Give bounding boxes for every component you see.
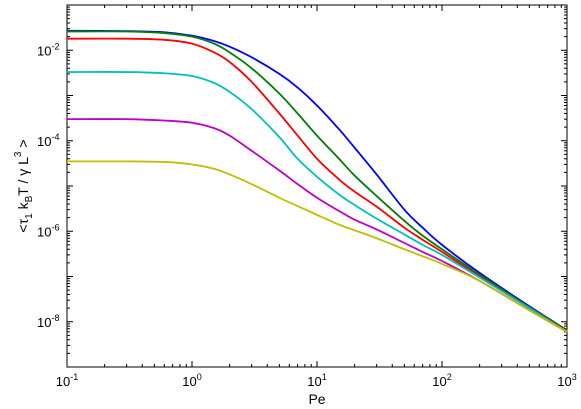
- series-line-6: [66, 160, 568, 333]
- tick-labels: 10-1 100 101 102 103 10-2 10-4 10-6 10-8: [37, 41, 577, 389]
- series-line-5: [66, 118, 568, 333]
- x-tick-label: 10-1: [56, 372, 78, 389]
- y-axis-label: <τ1 kBT / γ L3 >: [13, 139, 35, 232]
- y-tick-label: 10-2: [37, 41, 59, 58]
- series-line-4: [66, 71, 568, 333]
- ticks: [66, 5, 568, 368]
- series-line-3: [66, 37, 568, 332]
- x-tick-label: 100: [182, 372, 201, 389]
- y-tick-label: 10-8: [37, 313, 59, 330]
- series-line-2: [66, 30, 568, 331]
- x-axis-label: Pe: [308, 391, 325, 407]
- x-tick-label: 102: [432, 372, 451, 389]
- plot-frame: [66, 4, 568, 368]
- x-tick-label: 101: [307, 372, 326, 389]
- y-tick-label: 10-4: [37, 132, 59, 149]
- y-tick-label: 10-6: [37, 222, 59, 239]
- series-line-1: [66, 29, 568, 331]
- x-tick-label: 103: [557, 372, 576, 389]
- series-layer: [66, 29, 568, 333]
